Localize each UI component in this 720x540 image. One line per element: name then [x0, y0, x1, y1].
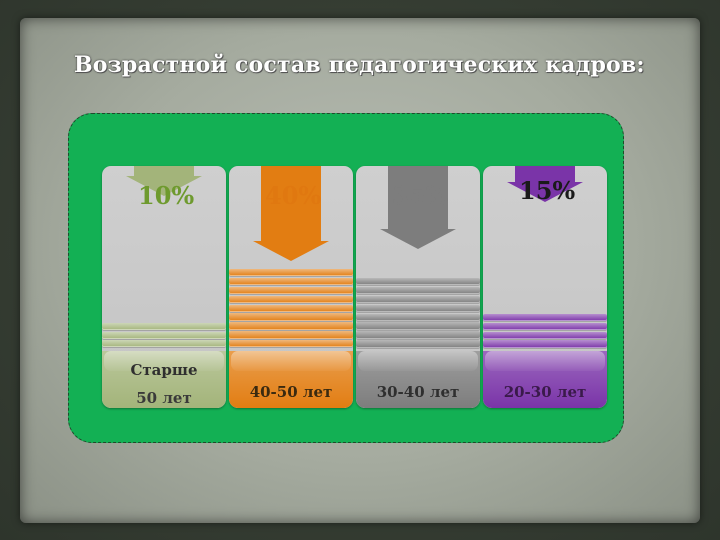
column-3: [356, 166, 480, 408]
down-arrow-icon: [253, 166, 329, 261]
category-label-1: 50 лет: [136, 389, 192, 407]
column-cap: [231, 351, 351, 371]
stack-layer: [102, 331, 226, 339]
down-arrow-icon: [126, 166, 202, 196]
stack-layer: [356, 304, 480, 312]
stack-layer: [483, 331, 607, 339]
stack-layer: [483, 314, 607, 322]
stack-layer: [356, 331, 480, 339]
value-label-2: 40%: [265, 181, 322, 210]
stack-layer: [229, 322, 353, 330]
stack-layer: [229, 304, 353, 312]
bar-4: [507, 166, 583, 202]
column-cap: [485, 351, 605, 371]
column-1: [102, 166, 226, 408]
stack-layer: [229, 286, 353, 295]
down-arrow-icon: [507, 166, 583, 202]
stack-layer: [483, 340, 607, 348]
stack-layer: [356, 322, 480, 330]
stack-layer: [102, 323, 226, 331]
slide-title: Возрастной состав педагогических кадров:: [74, 52, 645, 78]
bar-2: [253, 166, 329, 261]
down-arrow-icon: [380, 166, 456, 249]
stack-layer: [483, 322, 607, 330]
stack-layer: [229, 277, 353, 286]
category-label-2: 40-50 лет: [249, 383, 333, 401]
stack-layer: [229, 313, 353, 321]
column-cap: [358, 351, 478, 371]
stack-layer: [229, 295, 353, 304]
category-label-1: Старше: [130, 361, 198, 379]
stack-layer: [356, 286, 480, 295]
stack-layer: [356, 295, 480, 304]
stack-layer: [356, 313, 480, 321]
stack-layer: [356, 340, 480, 348]
value-label-4: 15%: [519, 176, 576, 205]
category-label-3: 30-40 лет: [376, 383, 460, 401]
stack-layer: [229, 331, 353, 339]
bar-1: [126, 166, 202, 196]
stack-layer: [229, 269, 353, 277]
stack-layer: [229, 340, 353, 348]
column-4: [483, 166, 607, 408]
value-label-3: 35%: [392, 181, 449, 210]
bar-3: [380, 166, 456, 249]
category-label-4: 20-30 лет: [503, 383, 587, 401]
column-cap: [104, 351, 224, 371]
value-label-1: 10%: [138, 181, 195, 210]
column-2: [229, 166, 353, 408]
stack-layer: [356, 278, 480, 286]
stack-layer: [102, 340, 226, 348]
